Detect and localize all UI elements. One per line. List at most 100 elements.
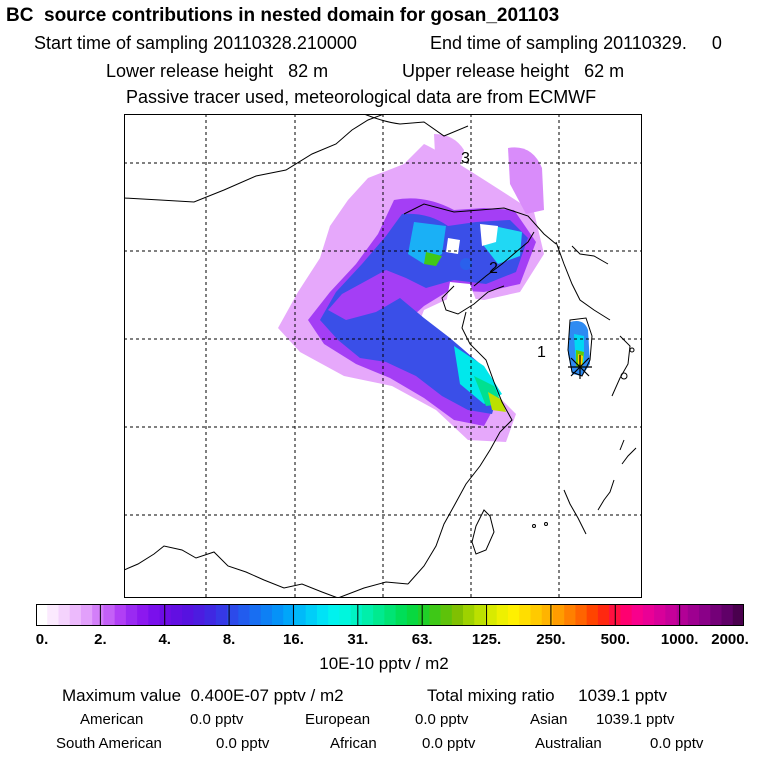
region-name: African: [330, 735, 377, 752]
colorbar-tick-label: 31.: [347, 631, 369, 648]
colorbar-cell: [159, 604, 172, 626]
map-label-3: 3: [461, 150, 470, 167]
colorbar-cell: [47, 604, 59, 626]
colorbar-tick-label: 125.: [471, 631, 502, 648]
upper-release-height-label: Upper release height 62 m: [402, 61, 625, 81]
colorbar-cell: [373, 604, 385, 626]
colorbar-cell: [451, 604, 464, 626]
colorbar-tick-label: 63.: [411, 631, 433, 648]
colorbar-cell: [676, 604, 689, 626]
colorbar-tick-label: 16.: [283, 631, 304, 648]
colorbar-cell: [429, 604, 441, 626]
region-name: Asian: [530, 711, 568, 728]
colorbar-cell: [36, 604, 48, 626]
map-frame: [124, 114, 642, 598]
colorbar-tick-label: 0.: [35, 631, 49, 648]
colorbar-cell: [125, 604, 138, 626]
colorbar-cell: [58, 604, 71, 626]
colorbar-tick-label: 2000.: [711, 631, 749, 648]
colorbar-cell: [642, 604, 655, 626]
colorbar-cell: [305, 604, 318, 626]
colorbar-cell: [530, 604, 543, 626]
colorbar-cell: [564, 604, 576, 626]
colorbar-tick-label: 250.: [536, 631, 566, 648]
colorbar-cell: [575, 604, 588, 626]
colorbar-cell: [508, 604, 520, 626]
colorbar-cell: [294, 604, 307, 626]
maximum-value-line: Maximum value 0.400E-07 pptv / m2: [62, 686, 344, 705]
coastlines: [124, 114, 637, 598]
colorbar-cell: [328, 604, 340, 626]
asterisk-receptor-marker: [568, 355, 592, 379]
colorbar-cell: [496, 604, 509, 626]
region-value: 0.0 pptv: [190, 711, 244, 728]
colorbar-cell: [474, 604, 486, 626]
colorbar-tick-label: 4.: [158, 631, 171, 648]
lat-lon-grid: [124, 114, 642, 598]
colorbar-cells: [36, 604, 744, 626]
end-time-label: End time of sampling 20110329. 0: [430, 33, 722, 53]
colorbar-cell: [283, 604, 295, 626]
colorbar-cell: [463, 604, 475, 626]
plot-title: BC source contributions in nested domain…: [6, 5, 560, 26]
map-label-2: 2: [489, 260, 498, 277]
colorbar-cell: [699, 604, 711, 626]
colorbar: [36, 604, 744, 626]
region-name: American: [80, 711, 144, 728]
map-label-1: 1: [537, 344, 546, 361]
region-value: 0.0 pptv: [422, 735, 476, 752]
colorbar-units: 10E-10 pptv / m2: [319, 654, 449, 673]
colorbar-tick-label: 1000.: [660, 631, 699, 648]
source-contribution-map: 1 2 3: [124, 114, 642, 598]
colorbar-cell: [80, 604, 93, 626]
tracer-info-line: Passive tracer used, meteorological data…: [126, 87, 597, 107]
colorbar-cell: [732, 604, 744, 626]
colorbar-cell: [170, 604, 183, 626]
colorbar-cell: [406, 604, 419, 626]
colorbar-cell: [92, 604, 104, 626]
contribution-field: [278, 134, 590, 442]
region-name: European: [305, 711, 371, 728]
colorbar-cell: [227, 604, 239, 626]
colorbar-cell: [316, 604, 329, 626]
colorbar-cell: [361, 604, 374, 626]
colorbar-cell: [69, 604, 82, 626]
colorbar-cell: [238, 604, 250, 626]
colorbar-cell: [687, 604, 700, 626]
colorbar-cell: [193, 604, 205, 626]
colorbar-cell: [272, 604, 284, 626]
lower-release-height-label: Lower release height 82 m: [106, 61, 329, 81]
colorbar-cell: [710, 604, 722, 626]
colorbar-cell: [597, 604, 610, 626]
colorbar-cell: [721, 604, 734, 626]
colorbar-tick-label: 8.: [222, 631, 236, 648]
colorbar-cell: [519, 604, 531, 626]
colorbar-cell: [395, 604, 408, 626]
region-value: 0.0 pptv: [216, 735, 270, 752]
region-name: South American: [56, 735, 162, 752]
region-value: 0.0 pptv: [415, 711, 469, 728]
region-name: Australian: [535, 735, 602, 752]
colorbar-cell: [249, 604, 262, 626]
colorbar-cell: [103, 604, 116, 626]
region-value: 1039.1 pptv: [596, 711, 675, 728]
colorbar-tick-label: 500.: [600, 631, 630, 648]
colorbar-major-dividers: [99, 604, 681, 626]
colorbar-tick-label: 2.: [94, 631, 107, 648]
total-mixing-ratio-line: Total mixing ratio 1039.1 pptv: [427, 686, 668, 705]
colorbar-cell: [485, 604, 498, 626]
colorbar-cell: [665, 604, 677, 626]
colorbar-cell: [440, 604, 453, 626]
colorbar-cell: [114, 604, 127, 626]
start-time-label: Start time of sampling 20110328.210000: [34, 33, 357, 53]
colorbar-cell: [541, 604, 554, 626]
colorbar-cell: [552, 604, 565, 626]
colorbar-cell: [418, 604, 430, 626]
colorbar-cell: [620, 604, 633, 626]
region-value: 0.0 pptv: [650, 735, 704, 752]
colorbar-cell: [350, 604, 363, 626]
colorbar-cell: [384, 604, 397, 626]
colorbar-cell: [260, 604, 273, 626]
colorbar-cell: [654, 604, 666, 626]
colorbar-cell: [586, 604, 599, 626]
